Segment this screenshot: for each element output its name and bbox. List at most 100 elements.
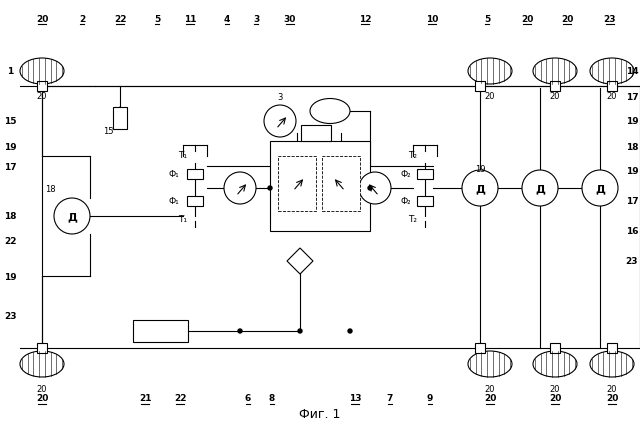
Circle shape [238,329,242,333]
FancyBboxPatch shape [417,170,433,180]
FancyBboxPatch shape [322,157,360,211]
Circle shape [359,173,391,204]
Text: 8: 8 [269,394,275,403]
Ellipse shape [20,59,64,85]
Text: 20: 20 [484,394,496,403]
Text: Ф₂: Ф₂ [401,197,412,206]
Circle shape [54,199,90,234]
FancyBboxPatch shape [37,343,47,353]
Text: 3: 3 [277,92,283,101]
Text: 19: 19 [4,272,16,281]
Text: 9: 9 [427,394,433,403]
Text: 4: 4 [224,14,230,23]
Text: 13: 13 [349,394,361,403]
Text: 5: 5 [154,14,160,23]
Text: 22: 22 [114,14,126,23]
Ellipse shape [590,351,634,377]
FancyBboxPatch shape [550,82,560,92]
Text: Д: Д [475,184,485,193]
Ellipse shape [468,59,512,85]
Circle shape [268,187,272,190]
FancyBboxPatch shape [417,196,433,207]
Text: 20: 20 [36,384,47,393]
Circle shape [285,172,309,196]
Text: 7: 7 [387,394,393,403]
Text: 20: 20 [550,92,560,101]
Text: 19: 19 [626,167,638,176]
Text: T₂: T₂ [408,215,417,224]
Text: 23: 23 [626,257,638,266]
Ellipse shape [590,59,634,85]
Text: T₂: T₂ [408,150,417,159]
FancyBboxPatch shape [113,108,127,130]
Text: Д: Д [535,184,545,193]
Ellipse shape [310,99,350,124]
Text: 14: 14 [626,67,638,76]
Text: 20: 20 [607,92,617,101]
Text: Д: Д [67,211,77,222]
Text: 17: 17 [626,197,638,206]
Text: T₁: T₁ [179,215,188,224]
Text: Ф₂: Ф₂ [401,170,412,179]
Text: 20: 20 [606,394,618,403]
Text: 17: 17 [626,92,638,101]
Text: 20: 20 [36,394,48,403]
Text: 30: 30 [284,14,296,23]
FancyBboxPatch shape [301,126,331,142]
Text: 6: 6 [245,394,251,403]
Text: 20: 20 [561,14,573,23]
Text: Ф₁: Ф₁ [169,170,179,179]
Text: 1: 1 [7,67,13,76]
Text: 2: 2 [79,14,85,23]
FancyBboxPatch shape [475,343,485,353]
Text: 20: 20 [550,384,560,393]
Text: 20: 20 [36,14,48,23]
FancyBboxPatch shape [475,82,485,92]
Ellipse shape [533,351,577,377]
Text: 20: 20 [36,92,47,101]
Text: Ф₁: Ф₁ [169,197,179,206]
Circle shape [298,329,302,333]
Text: Фиг. 1: Фиг. 1 [300,408,340,420]
Text: 18: 18 [4,212,16,221]
FancyBboxPatch shape [37,82,47,92]
Text: 17: 17 [4,162,16,171]
Text: 20: 20 [549,394,561,403]
Text: 21: 21 [139,394,151,403]
Ellipse shape [533,59,577,85]
FancyBboxPatch shape [187,170,203,180]
Text: 20: 20 [521,14,533,23]
Text: 19: 19 [626,117,638,126]
Text: Д: Д [595,184,605,193]
Text: 22: 22 [4,237,16,246]
Text: 15: 15 [4,117,16,126]
Text: 15: 15 [103,126,113,135]
Ellipse shape [468,351,512,377]
Text: 20: 20 [484,384,495,393]
Ellipse shape [20,351,64,377]
Circle shape [329,172,353,196]
FancyBboxPatch shape [607,343,617,353]
Circle shape [462,170,498,207]
Text: 18: 18 [626,142,638,151]
Text: 16: 16 [626,227,638,236]
Text: 10: 10 [426,14,438,23]
Text: 20: 20 [484,92,495,101]
Text: 20: 20 [607,384,617,393]
Text: 5: 5 [484,14,490,23]
FancyBboxPatch shape [132,320,188,342]
Text: 19: 19 [475,164,485,173]
Circle shape [582,170,618,207]
Circle shape [368,187,372,190]
FancyBboxPatch shape [187,196,203,207]
FancyBboxPatch shape [270,142,370,231]
Text: 19: 19 [4,142,16,151]
Circle shape [522,170,558,207]
Text: 23: 23 [604,14,616,23]
FancyBboxPatch shape [278,157,316,211]
Circle shape [224,173,256,204]
Circle shape [264,106,296,138]
FancyBboxPatch shape [607,82,617,92]
Text: 3: 3 [253,14,259,23]
Text: 22: 22 [173,394,186,403]
